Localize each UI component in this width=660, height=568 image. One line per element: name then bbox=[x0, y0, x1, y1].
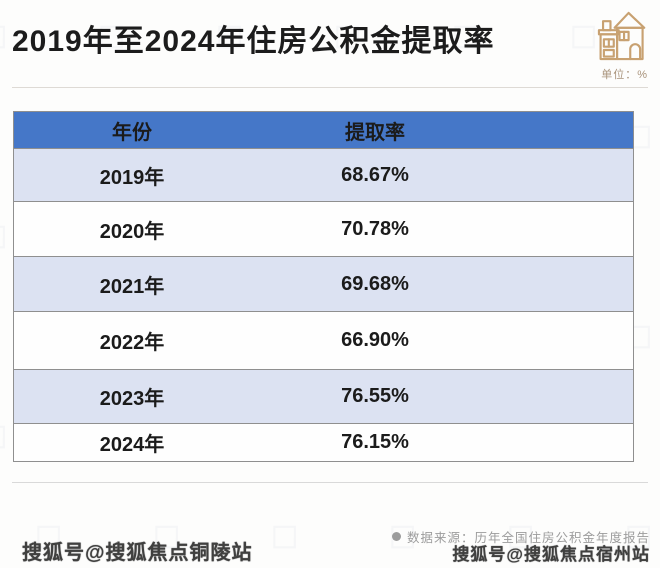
header-divider bbox=[12, 87, 648, 88]
unit-label: 单位：% bbox=[601, 69, 648, 81]
diamond-watermark-glyph: ◇ bbox=[259, 506, 316, 563]
data-source-note: 数据来源：历年全国住房公积金年度报告 bbox=[391, 527, 650, 546]
page-title: 2019年至2024年住房公积金提取率 bbox=[12, 25, 495, 58]
rate-cell: 66.90% bbox=[341, 329, 409, 351]
rate-cell: 76.55% bbox=[341, 385, 409, 407]
year-cell: 2022年 bbox=[99, 332, 165, 354]
rate-cell: 69.68% bbox=[341, 272, 409, 295]
year-cell: 2019年 bbox=[99, 166, 165, 189]
data-source-text: 数据来源：历年全国住房公积金年度报告 bbox=[406, 531, 650, 545]
table-row: 2020年 70.78% bbox=[14, 201, 633, 256]
column-header-year: 年份 bbox=[112, 121, 152, 144]
footer-divider bbox=[12, 482, 648, 483]
table-header-row: 年份 提取率 bbox=[14, 112, 633, 148]
table-row: 2019年 68.67% bbox=[14, 148, 633, 201]
year-cell: 2023年 bbox=[99, 388, 165, 410]
year-cell: 2024年 bbox=[99, 434, 165, 456]
watermark-right: 搜狐号@搜狐焦点宿州站 bbox=[452, 545, 650, 564]
withdrawal-rate-table: 年份 提取率 2019年 68.67% 2020年 70.78% 2021年 6… bbox=[13, 111, 634, 462]
rate-cell: 76.15% bbox=[341, 431, 409, 453]
bullet-icon bbox=[391, 532, 401, 541]
rate-cell: 70.78% bbox=[341, 217, 409, 240]
rate-cell: 68.67% bbox=[341, 163, 409, 186]
year-cell: 2021年 bbox=[99, 275, 165, 298]
watermark-left: 搜狐号@搜狐焦点铜陵站 bbox=[22, 542, 253, 564]
column-header-rate: 提取率 bbox=[345, 121, 405, 144]
table-row: 2021年 69.68% bbox=[14, 256, 633, 311]
year-cell: 2020年 bbox=[99, 220, 165, 243]
table-row: 2022年 66.90% bbox=[14, 311, 633, 369]
table-row: 2024年 76.15% bbox=[14, 423, 633, 461]
house-icon bbox=[596, 8, 648, 69]
house-icon-svg bbox=[597, 11, 646, 61]
table-row: 2023年 76.55% bbox=[14, 369, 633, 423]
